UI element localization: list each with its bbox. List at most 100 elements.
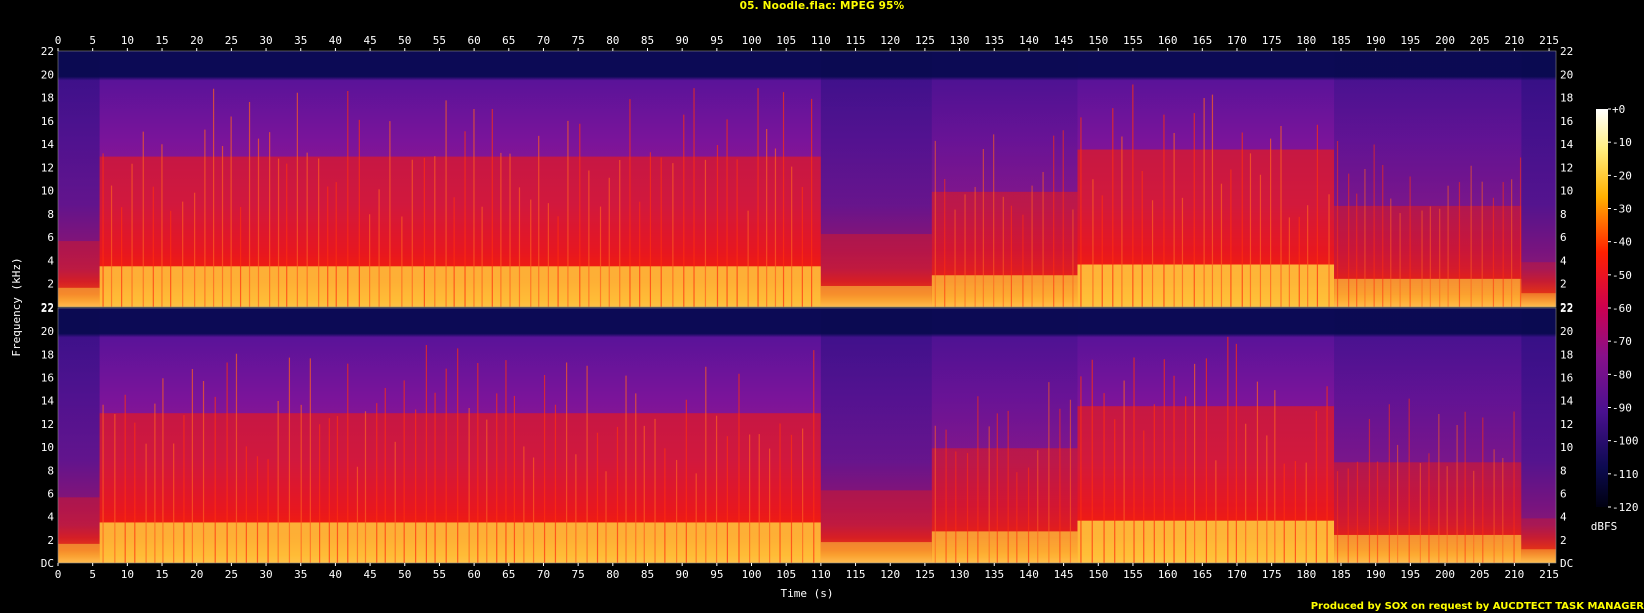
y-tick-label-left: 16 (41, 372, 54, 385)
x-tick-label-bottom: 215 (1539, 568, 1559, 581)
x-tick-label-bottom: 40 (329, 568, 342, 581)
x-tick-label-top: 115 (846, 34, 866, 47)
x-tick-label-bottom: 15 (155, 568, 168, 581)
x-tick-label-top: 55 (433, 34, 446, 47)
x-tick-label-top: 175 (1262, 34, 1282, 47)
y-tick-label-left: 2 (47, 534, 54, 547)
panel-frame-1 (57, 50, 1557, 308)
x-tick-label-bottom: 170 (1227, 568, 1247, 581)
x-axis-label: Time (s) (781, 587, 834, 600)
x-tick-label-bottom: 105 (776, 568, 796, 581)
colorbar-tick-label: -20 (1612, 169, 1632, 182)
energy-core-1-2 (820, 286, 932, 307)
x-tick-label-top: 145 (1054, 34, 1074, 47)
x-tick-label-top: 40 (329, 34, 342, 47)
y-tick-label-right: 22 (1560, 302, 1573, 315)
x-tick-label-top: 190 (1366, 34, 1386, 47)
x-tick-label-top: 110 (811, 34, 831, 47)
x-tick-label-top: 160 (1158, 34, 1178, 47)
x-tick-label-bottom: 205 (1470, 568, 1490, 581)
x-tick-label-bottom: 70 (537, 568, 550, 581)
y-tick-label-left: 12 (41, 161, 54, 174)
x-tick-label-top: 140 (1019, 34, 1039, 47)
energy-core-2-1 (99, 522, 821, 563)
y-tick-label-right: DC (1560, 557, 1573, 570)
y-tick-label-left: 4 (47, 511, 54, 524)
y-tick-label-left: 22 (41, 301, 54, 314)
y-tick-label-right: 4 (1560, 511, 1567, 524)
x-tick-label-bottom: 120 (880, 568, 900, 581)
x-tick-label-top: 45 (363, 34, 376, 47)
x-tick-label-bottom: 185 (1331, 568, 1351, 581)
y-tick-label-right: 22 (1560, 45, 1573, 58)
colorbar-tick-label: -90 (1612, 402, 1632, 415)
y-tick-label-left: 22 (41, 302, 54, 315)
x-tick-label-top: 70 (537, 34, 550, 47)
x-tick-label-top: 60 (467, 34, 480, 47)
energy-core-2-4 (1077, 520, 1335, 563)
colorbar-tick-label: -40 (1612, 236, 1632, 249)
x-tick-label-bottom: 195 (1400, 568, 1420, 581)
x-tick-label-top: 120 (880, 34, 900, 47)
x-tick-label-bottom: 180 (1296, 568, 1316, 581)
x-tick-label-bottom: 35 (294, 568, 307, 581)
x-tick-label-bottom: 65 (502, 568, 515, 581)
x-tick-label-bottom: 165 (1192, 568, 1212, 581)
y-tick-label-right: 20 (1560, 325, 1573, 338)
energy-segment-2-5 (1334, 308, 1522, 563)
y-tick-label-right: 8 (1560, 464, 1567, 477)
y-tick-label-left: DC (41, 557, 54, 570)
x-tick-label-top: 165 (1192, 34, 1212, 47)
colorbar-tick-label: -120 (1612, 501, 1639, 514)
y-tick-label-left: 6 (47, 487, 54, 500)
x-tick-label-bottom: 210 (1504, 568, 1524, 581)
y-tick-label-right: 2 (1560, 278, 1567, 291)
y-tick-label-left: 4 (47, 254, 54, 267)
x-tick-label-bottom: 110 (811, 568, 831, 581)
y-tick-label-right: 18 (1560, 92, 1573, 105)
x-tick-label-bottom: 100 (742, 568, 762, 581)
y-tick-label-left: 20 (41, 325, 54, 338)
x-tick-label-bottom: 140 (1019, 568, 1039, 581)
x-tick-label-top: 30 (259, 34, 272, 47)
y-axis-label: Frequency (kHz) (10, 257, 23, 356)
x-tick-label-bottom: 45 (363, 568, 376, 581)
x-tick-label-top: 0 (55, 34, 62, 47)
y-tick-label-left: 16 (41, 115, 54, 128)
panel-frame-2 (57, 307, 1557, 564)
y-tick-label-left: 2 (47, 278, 54, 291)
x-tick-label-bottom: 160 (1158, 568, 1178, 581)
x-tick-label-bottom: 190 (1366, 568, 1386, 581)
x-tick-label-top: 150 (1088, 34, 1108, 47)
energy-core-2-3 (931, 531, 1078, 563)
x-tick-label-bottom: 150 (1088, 568, 1108, 581)
x-tick-label-bottom: 60 (467, 568, 480, 581)
colorbar-tick-label: -30 (1612, 203, 1632, 216)
energy-core-2-2 (820, 542, 932, 563)
colorbar-tick-label: -100 (1612, 435, 1639, 448)
x-tick-label-bottom: 155 (1123, 568, 1143, 581)
energy-segment-1-2 (820, 51, 932, 307)
colorbar-label: dBFS (1591, 520, 1618, 533)
x-tick-label-bottom: 80 (606, 568, 619, 581)
y-tick-label-left: 6 (47, 231, 54, 244)
x-tick-label-bottom: 130 (950, 568, 970, 581)
y-tick-label-right: 8 (1560, 208, 1567, 221)
x-tick-label-top: 100 (742, 34, 762, 47)
x-tick-label-top: 25 (225, 34, 238, 47)
energy-segment-1-0 (58, 51, 100, 307)
x-tick-label-top: 135 (984, 34, 1004, 47)
colorbar-tick-label: -10 (1612, 136, 1632, 149)
x-tick-label-top: 65 (502, 34, 515, 47)
x-tick-label-top: 80 (606, 34, 619, 47)
x-tick-label-bottom: 200 (1435, 568, 1455, 581)
y-tick-label-right: 4 (1560, 254, 1567, 267)
y-tick-label-right: 14 (1560, 395, 1574, 408)
y-tick-label-left: 12 (41, 418, 54, 431)
x-tick-label-top: 185 (1331, 34, 1351, 47)
x-tick-label-bottom: 115 (846, 568, 866, 581)
x-tick-label-bottom: 55 (433, 568, 446, 581)
y-tick-label-right: 6 (1560, 487, 1567, 500)
x-tick-label-top: 15 (155, 34, 168, 47)
x-tick-label-top: 155 (1123, 34, 1143, 47)
